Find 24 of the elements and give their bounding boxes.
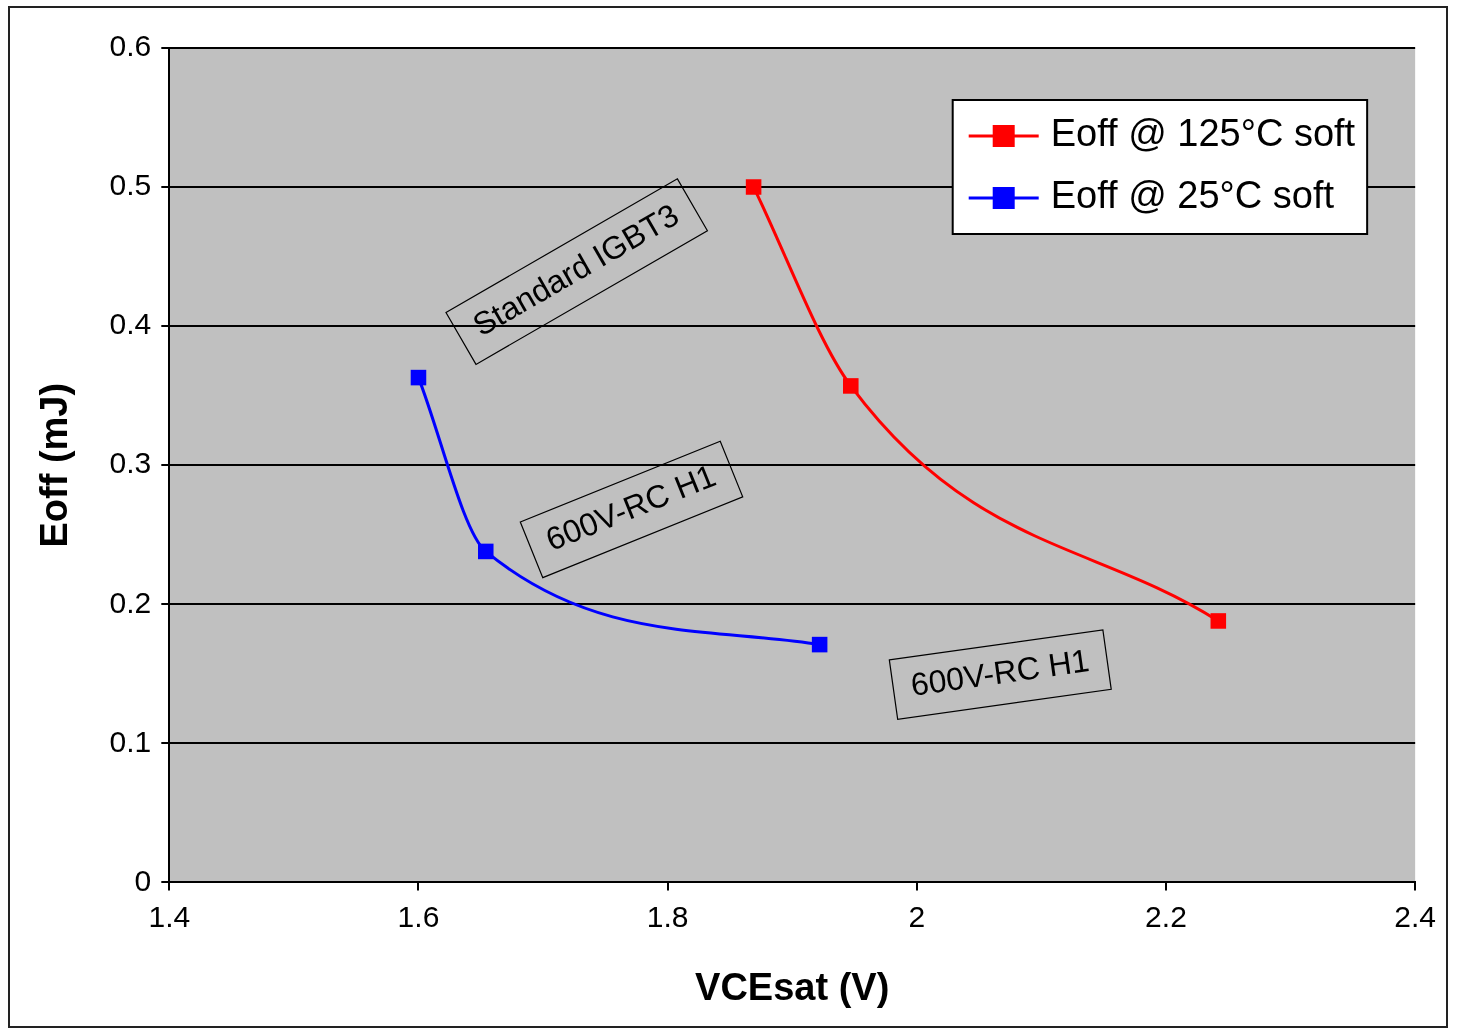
point <box>843 378 859 394</box>
point <box>745 179 762 195</box>
x-tick-label: 2 <box>908 899 926 933</box>
y-tick-label: 0.4 <box>109 307 152 341</box>
y-tick-label: 0 <box>134 863 152 897</box>
y-tick-label: 0.2 <box>109 585 152 619</box>
point <box>477 543 494 560</box>
y-tick-label: 0.5 <box>109 168 152 202</box>
point <box>410 369 427 386</box>
y-axis-title: Eoff (mJ) <box>33 382 76 548</box>
legend-label: Eoff @ 125°C soft <box>1050 112 1356 155</box>
legend-label: Eoff @ 25°C soft <box>1050 174 1335 217</box>
y-tick-label: 0.3 <box>109 446 152 480</box>
y-tick-label: 0.1 <box>109 724 152 758</box>
x-axis-title: VCEsat (V) <box>695 965 890 1008</box>
x-tick-label: 2.2 <box>1145 899 1187 933</box>
point <box>811 636 828 653</box>
annotation: 600V-RC H1 <box>908 642 1092 703</box>
y-tick-label: 0.6 <box>109 29 152 63</box>
x-tick-label: 1.6 <box>397 899 440 933</box>
x-tick-label: 2.4 <box>1394 899 1437 933</box>
x-tick-label: 1.4 <box>148 899 191 933</box>
x-tick-label: 1.8 <box>646 899 689 933</box>
point <box>1210 613 1227 629</box>
